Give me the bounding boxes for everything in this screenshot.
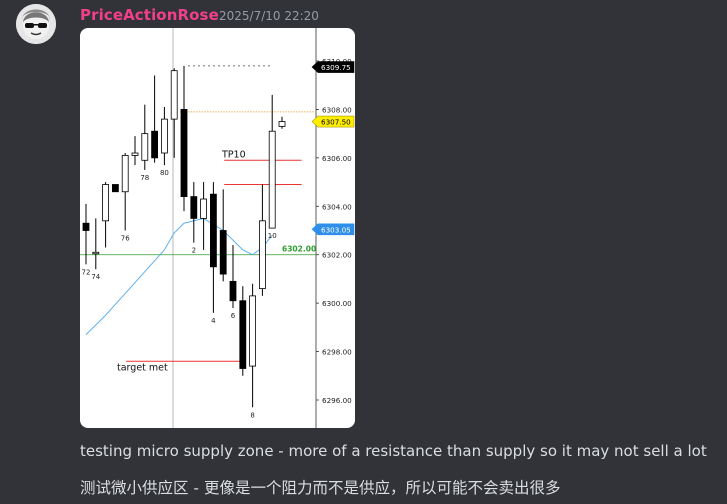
candle-body <box>190 196 198 219</box>
candle-body <box>239 300 247 369</box>
y-tick-label: 6296.00 <box>322 396 352 405</box>
y-tick-label: 6300.00 <box>322 299 352 308</box>
candle-body <box>161 118 168 154</box>
message-text-english: testing micro supply zone - more of a re… <box>80 442 707 460</box>
chart-annotation: TP10 <box>221 149 246 160</box>
timestamp: 2025/7/10 22:20 <box>219 9 319 23</box>
bar-count-label: 80 <box>160 169 169 177</box>
moving-average-line <box>85 217 273 335</box>
price-badge-label: 6307.50 <box>321 118 351 127</box>
price-badge <box>311 115 355 128</box>
price-badge <box>311 223 355 236</box>
candle-body <box>200 198 207 219</box>
bar-count-label: 74 <box>91 273 100 281</box>
candle-body <box>141 133 149 161</box>
y-tick-label: 6306.00 <box>322 154 352 163</box>
y-tick-label: 6302.00 <box>322 251 352 260</box>
bar-count-label: 72 <box>82 268 91 276</box>
candle-body <box>258 220 266 290</box>
chart-image[interactable]: 6310.006308.006306.006304.006302.006300.… <box>80 28 355 428</box>
chart-annotation: target met <box>117 362 168 373</box>
avatar[interactable] <box>16 4 56 44</box>
candle-body <box>151 130 158 159</box>
candle-body <box>121 155 129 193</box>
candlestick-chart: 6310.006308.006306.006304.006302.006300.… <box>80 28 355 428</box>
bar-count-label: 78 <box>140 174 149 182</box>
candle-body <box>131 152 139 156</box>
candle-body <box>82 222 90 231</box>
price-badge-label: 6303.05 <box>321 225 351 234</box>
price-badge-label: 6309.75 <box>321 63 351 72</box>
username[interactable]: PriceActionRose <box>80 6 219 24</box>
bar-count-label: 76 <box>121 235 130 243</box>
candle-body <box>92 251 100 255</box>
bar-count-label: 6 <box>231 312 236 320</box>
candle-body <box>170 70 178 120</box>
candle-body <box>219 230 227 275</box>
y-tick-label: 6298.00 <box>322 348 352 357</box>
bar-count-label: 10 <box>268 232 277 240</box>
candle-body <box>268 130 276 229</box>
y-tick-label: 6308.00 <box>322 105 352 114</box>
candle-body <box>229 280 237 302</box>
candle-body <box>249 295 257 367</box>
y-tick-label: 6304.00 <box>322 202 352 211</box>
candle-body <box>278 121 286 127</box>
bar-count-label: 8 <box>250 411 254 419</box>
candle-body <box>112 184 119 193</box>
green-level-label: 6302.00 <box>282 245 316 254</box>
candle-body <box>102 184 110 222</box>
bar-count-label: 2 <box>192 247 196 255</box>
message-text-chinese: 测试微小供应区 - 更像是一个阻力而不是供应，所以可能不会卖出很多 <box>80 479 561 497</box>
candle-body <box>180 109 188 197</box>
bar-count-label: 4 <box>211 317 216 325</box>
candle-body <box>209 193 217 268</box>
price-badge <box>311 61 355 73</box>
